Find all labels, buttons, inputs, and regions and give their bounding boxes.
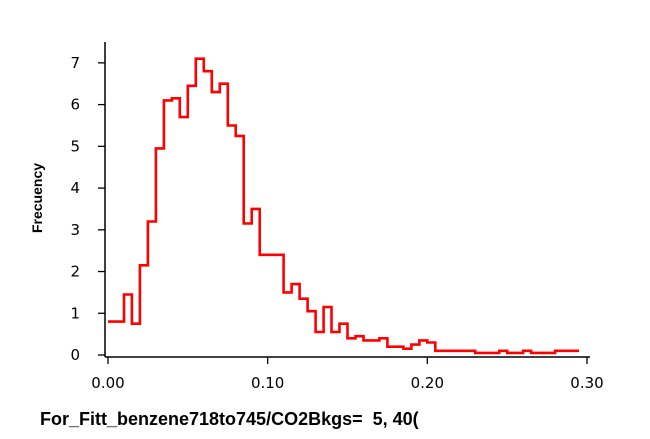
x-tick-label: 0.30 xyxy=(570,374,603,392)
y-tick-label: 1 xyxy=(70,304,80,322)
x-axis-ticks: 0.00 0.10 0.20 0.30 xyxy=(91,357,604,392)
x-axis-label: For_Fitt_benzene718to745/CO2Bkgs= 5, 40( xyxy=(40,409,419,429)
x-tick-label: 0.00 xyxy=(91,374,124,392)
chart-axes xyxy=(104,42,590,358)
y-axis-label: Frecuency xyxy=(29,163,45,233)
y-tick-label: 4 xyxy=(70,179,80,197)
y-tick-label: 0 xyxy=(70,346,80,364)
y-tick-label: 7 xyxy=(70,54,80,72)
y-tick-label: 6 xyxy=(70,96,80,114)
y-tick-label: 3 xyxy=(70,221,80,239)
y-tick-label: 5 xyxy=(70,137,80,155)
y-tick-label: 2 xyxy=(70,263,80,281)
x-tick-label: 0.10 xyxy=(251,374,284,392)
frequency-series-line xyxy=(108,57,579,355)
y-axis-ticks: 0 1 2 3 4 5 6 7 xyxy=(70,54,105,364)
x-tick-label: 0.20 xyxy=(411,374,444,392)
